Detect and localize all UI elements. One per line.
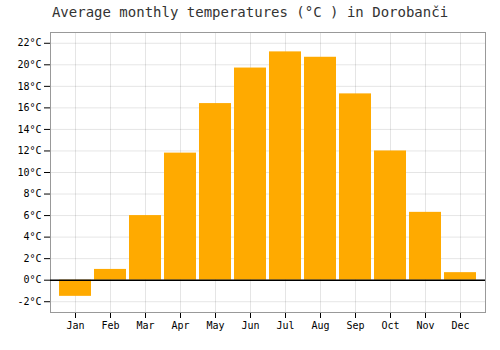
svg-text:22°C: 22°C [17,37,41,48]
svg-text:0°C: 0°C [23,274,41,285]
svg-text:4°C: 4°C [23,231,41,242]
svg-text:Oct: Oct [381,320,399,331]
svg-text:-2°C: -2°C [17,296,41,307]
svg-text:Sep: Sep [346,320,364,331]
svg-text:2°C: 2°C [23,253,41,264]
svg-text:May: May [206,320,224,331]
svg-text:Jan: Jan [66,320,84,331]
svg-text:Jul: Jul [276,320,294,331]
svg-text:18°C: 18°C [17,81,41,92]
svg-text:16°C: 16°C [17,102,41,113]
svg-text:Nov: Nov [416,320,434,331]
svg-text:Jun: Jun [241,320,259,331]
svg-text:20°C: 20°C [17,59,41,70]
svg-text:Feb: Feb [101,320,119,331]
svg-text:8°C: 8°C [23,188,41,199]
svg-text:14°C: 14°C [17,124,41,135]
svg-text:Aug: Aug [311,320,329,331]
svg-text:12°C: 12°C [17,145,41,156]
svg-text:10°C: 10°C [17,167,41,178]
svg-text:Mar: Mar [136,320,154,331]
html-text:Average monthly temperatures (: Average monthly temperatures (°C ) in Do… [51,4,449,20]
svg-text:6°C: 6°C [23,210,41,221]
svg-text:Dec: Dec [451,320,469,331]
svg-text:Apr: Apr [171,320,189,331]
